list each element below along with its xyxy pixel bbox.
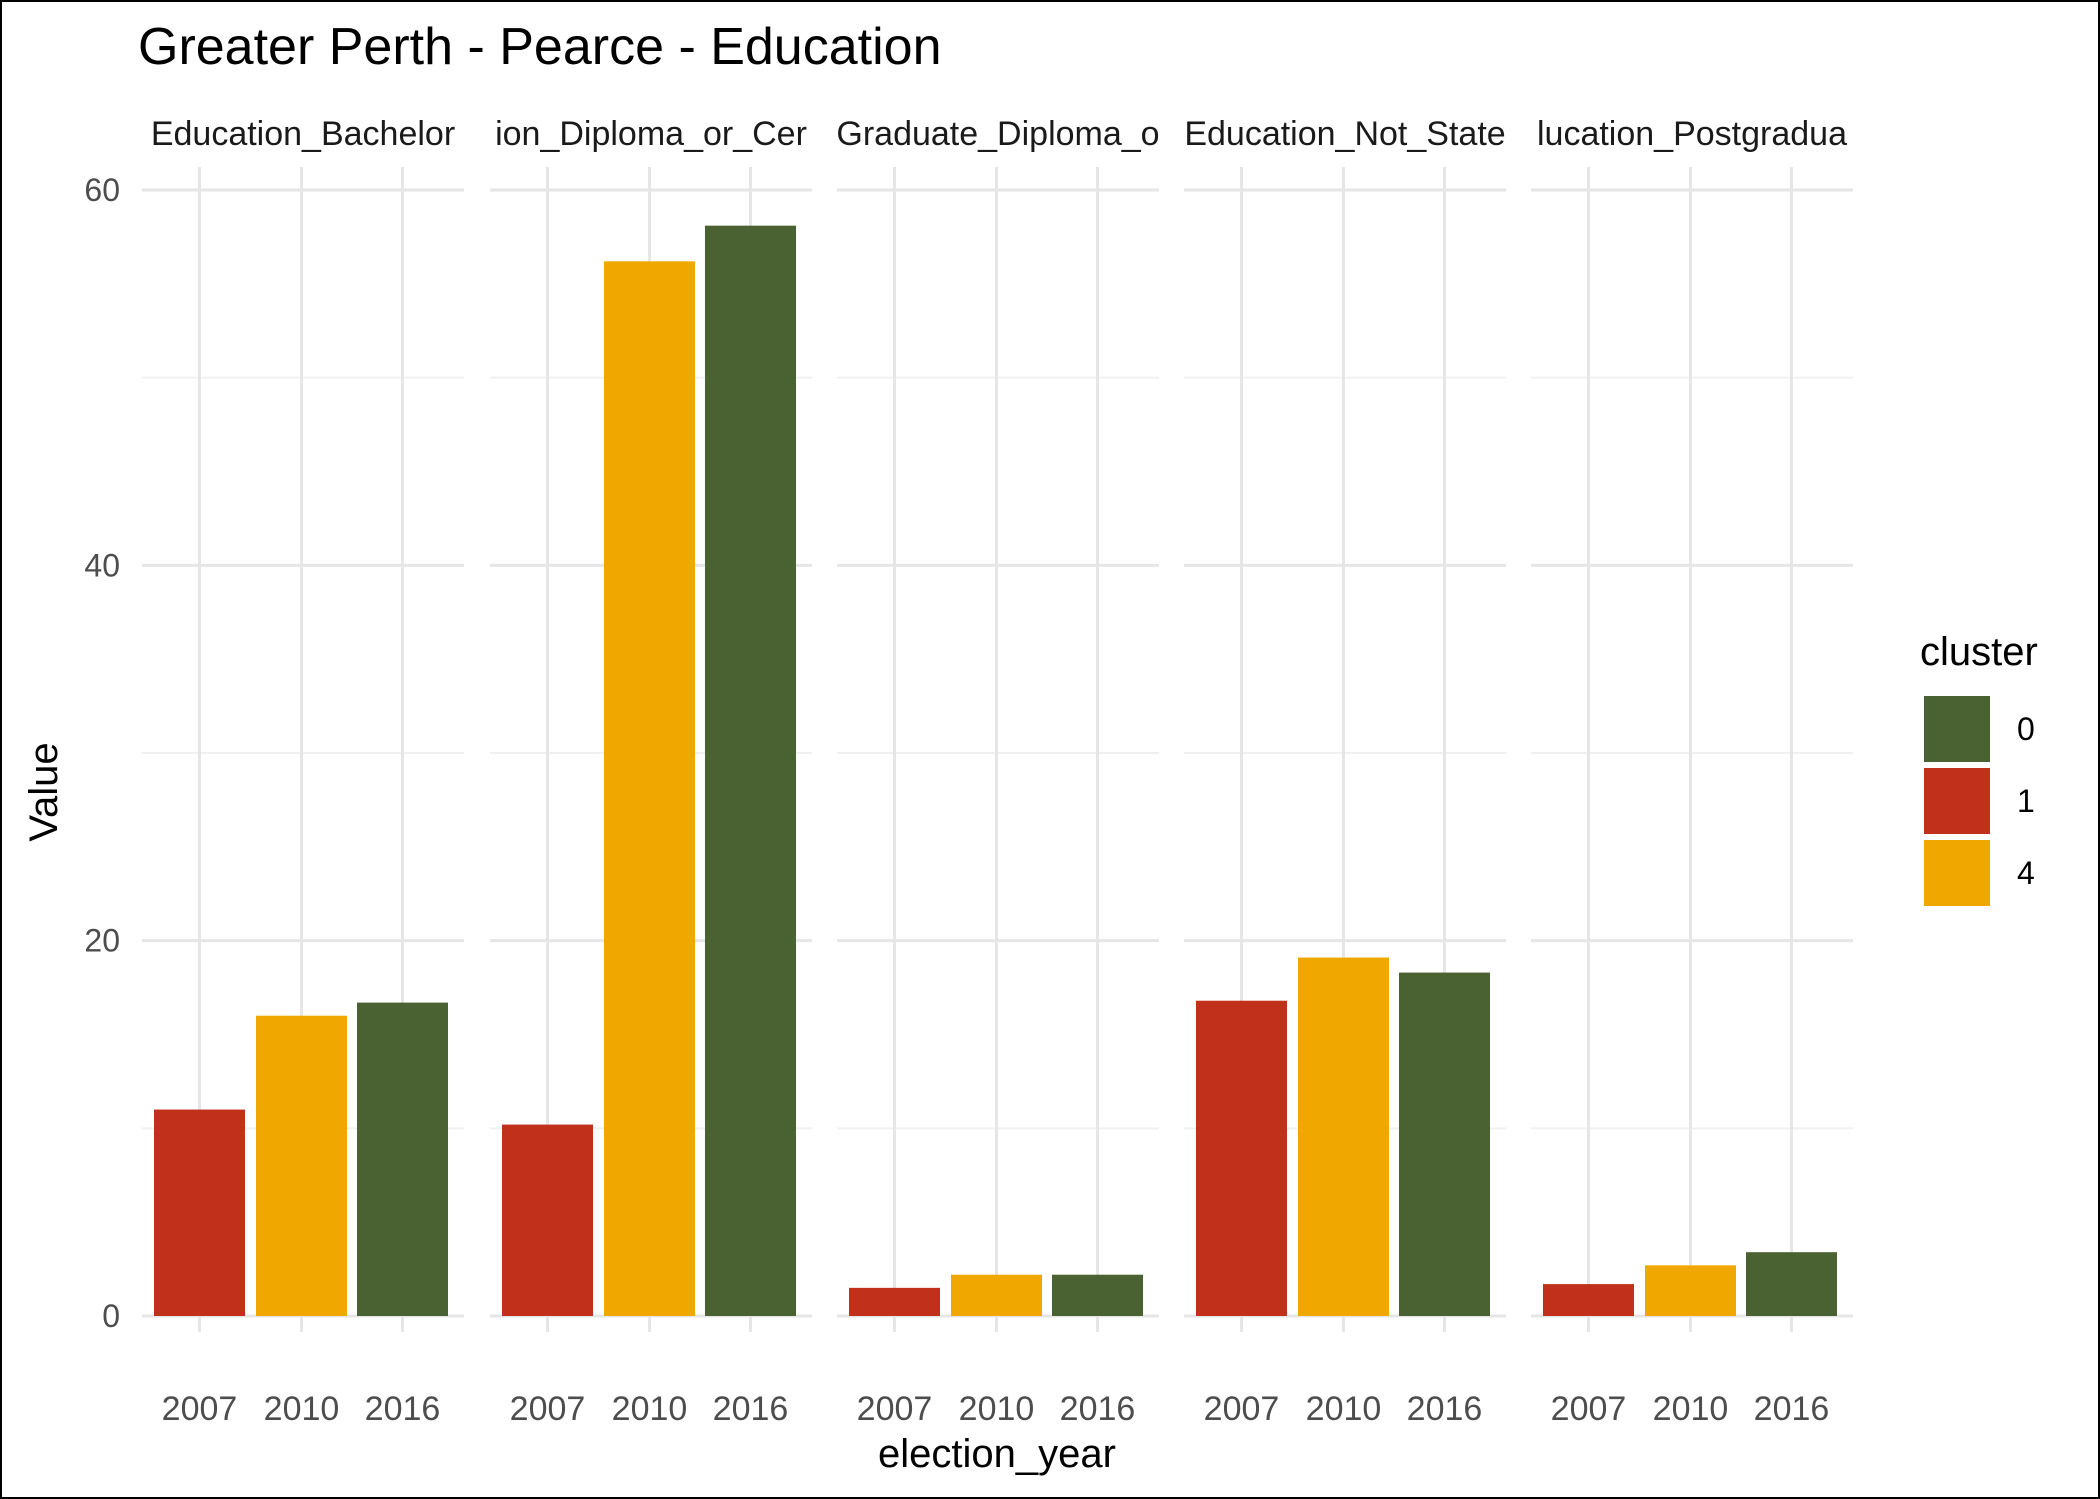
y-tick-label: 0 [102,1298,120,1334]
legend-key-label: 4 [2017,855,2035,891]
bar [604,261,695,1316]
bar [1543,1284,1634,1316]
facet-strip-label: Education_Bachelor [151,115,455,153]
facet-strips: Education_Bachelor ion_Diploma_or_Cer Grad… [151,115,1847,153]
x-tick-label: 2010 [612,1390,688,1428]
bar [1196,1000,1287,1316]
x-tick-label: 2010 [1306,1390,1382,1428]
bar [951,1274,1042,1316]
legend-key-swatch [1924,768,1990,834]
bar [1052,1274,1143,1316]
bar [1645,1265,1736,1316]
bar [1746,1252,1837,1316]
x-tick-label: 2016 [1060,1390,1136,1428]
legend-key-label: 1 [2017,783,2035,819]
bar [705,225,796,1317]
bar [1399,972,1490,1316]
legend-key-label: 0 [2017,711,2035,747]
facet-strip-label: Education_Not_State [1184,115,1505,153]
y-axis-ticks: 0 20 40 60 [84,172,120,1334]
legend: cluster 0 1 4 [1920,630,2038,906]
y-tick-label: 20 [84,923,120,959]
x-tick-label: 2016 [1754,1390,1830,1428]
x-tick-label: 2016 [1407,1390,1483,1428]
bar [357,1002,448,1316]
bar [154,1109,245,1316]
x-tick-label: 2007 [510,1390,586,1428]
legend-title: cluster [1920,630,2038,674]
bar [502,1124,593,1316]
x-tick-label: 2010 [1653,1390,1729,1428]
x-tick-label: 2007 [1204,1390,1280,1428]
legend-key-swatch [1924,840,1990,906]
x-tick-label: 2016 [713,1390,789,1428]
bar [256,1015,347,1316]
legend-key-swatch [1924,696,1990,762]
x-tick-label: 2010 [959,1390,1035,1428]
y-axis-label: Value [22,742,66,841]
x-tick-label: 2010 [264,1390,340,1428]
bar [849,1287,940,1316]
x-axis-ticks: 2007 2010 2016 2007 2010 2016 2007 2010 2016 2007… [162,1390,1830,1428]
x-tick-label: 2007 [162,1390,238,1428]
bar [1298,957,1389,1316]
x-tick-label: 2016 [365,1390,441,1428]
x-axis-label: election_year [878,1432,1116,1476]
facet-strip-label: Graduate_Diploma_o [836,115,1159,153]
chart-title: Greater Perth - Pearce - Education [138,18,942,76]
x-tick-label: 2007 [1551,1390,1627,1428]
x-tick-label: 2007 [857,1390,933,1428]
facet-strip-label: ion_Diploma_or_Cer [495,115,807,153]
facet-strip-label: lucation_Postgradua [1537,115,1847,153]
bars-layer [154,225,1837,1317]
y-tick-label: 60 [84,172,120,208]
y-tick-label: 40 [84,547,120,583]
